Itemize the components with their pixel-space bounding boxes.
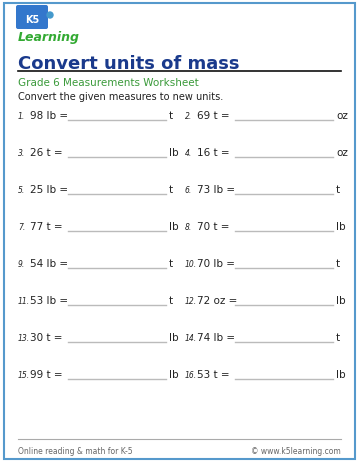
Text: 9.: 9. [18, 259, 25, 269]
Text: 6.: 6. [185, 186, 192, 194]
Text: 2.: 2. [185, 112, 192, 121]
Text: lb: lb [169, 221, 179, 232]
Text: lb: lb [169, 369, 179, 379]
Text: t: t [169, 295, 173, 305]
Text: Convert units of mass: Convert units of mass [18, 55, 239, 73]
Text: 5.: 5. [18, 186, 25, 194]
Text: 69 t =: 69 t = [197, 111, 230, 121]
Text: Convert the given measures to new units.: Convert the given measures to new units. [18, 92, 223, 102]
Text: 73 lb =: 73 lb = [197, 185, 235, 194]
Text: 16 t =: 16 t = [197, 148, 230, 158]
Text: 72 oz =: 72 oz = [197, 295, 237, 305]
Text: 12.: 12. [185, 296, 197, 305]
Text: 53 lb =: 53 lb = [30, 295, 68, 305]
Text: © www.k5learning.com: © www.k5learning.com [251, 446, 341, 456]
Text: 3.: 3. [18, 149, 25, 158]
Text: Online reading & math for K-5: Online reading & math for K-5 [18, 446, 132, 456]
Text: 11.: 11. [18, 296, 30, 305]
Text: lb: lb [336, 369, 346, 379]
Text: Learning: Learning [18, 31, 80, 44]
Text: 30 t =: 30 t = [30, 332, 62, 342]
Text: 15.: 15. [18, 370, 30, 379]
Text: t: t [336, 258, 340, 269]
Text: 54 lb =: 54 lb = [30, 258, 68, 269]
Text: oz: oz [336, 111, 348, 121]
Text: t: t [169, 258, 173, 269]
Text: 70 t =: 70 t = [197, 221, 229, 232]
Text: Grade 6 Measurements Worksheet: Grade 6 Measurements Worksheet [18, 78, 199, 88]
Text: 53 t =: 53 t = [197, 369, 230, 379]
Text: 70 lb =: 70 lb = [197, 258, 235, 269]
Text: lb: lb [336, 295, 346, 305]
Text: 77 t =: 77 t = [30, 221, 62, 232]
Text: 1.: 1. [18, 112, 25, 121]
Text: 98 lb =: 98 lb = [30, 111, 68, 121]
Text: 25 lb =: 25 lb = [30, 185, 68, 194]
Text: t: t [336, 332, 340, 342]
Text: 99 t =: 99 t = [30, 369, 62, 379]
Text: lb: lb [336, 221, 346, 232]
Text: lb: lb [169, 148, 179, 158]
Text: 26 t =: 26 t = [30, 148, 62, 158]
Text: lb: lb [169, 332, 179, 342]
Text: t: t [169, 185, 173, 194]
Text: K5: K5 [25, 15, 39, 25]
Text: 74 lb =: 74 lb = [197, 332, 235, 342]
Circle shape [47, 13, 53, 19]
Text: t: t [336, 185, 340, 194]
Text: 10.: 10. [185, 259, 197, 269]
Text: 7.: 7. [18, 223, 25, 232]
Text: 16.: 16. [185, 370, 197, 379]
Text: t: t [169, 111, 173, 121]
Text: 14.: 14. [185, 333, 197, 342]
Text: 8.: 8. [185, 223, 192, 232]
FancyBboxPatch shape [16, 6, 48, 30]
Text: oz: oz [336, 148, 348, 158]
Text: 4.: 4. [185, 149, 192, 158]
Text: 13.: 13. [18, 333, 30, 342]
